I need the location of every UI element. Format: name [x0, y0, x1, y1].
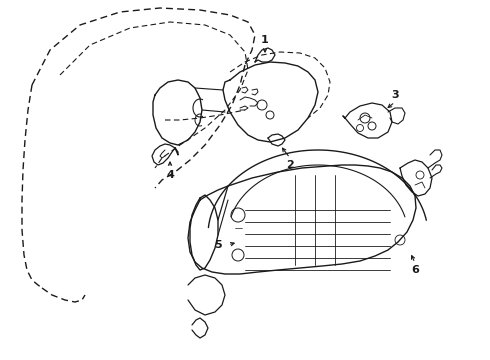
Text: 2: 2 [286, 160, 294, 170]
Text: 1: 1 [261, 35, 269, 45]
Text: 4: 4 [166, 170, 174, 180]
Text: 3: 3 [391, 90, 399, 100]
Text: 5: 5 [214, 240, 222, 250]
Text: 6: 6 [411, 265, 419, 275]
